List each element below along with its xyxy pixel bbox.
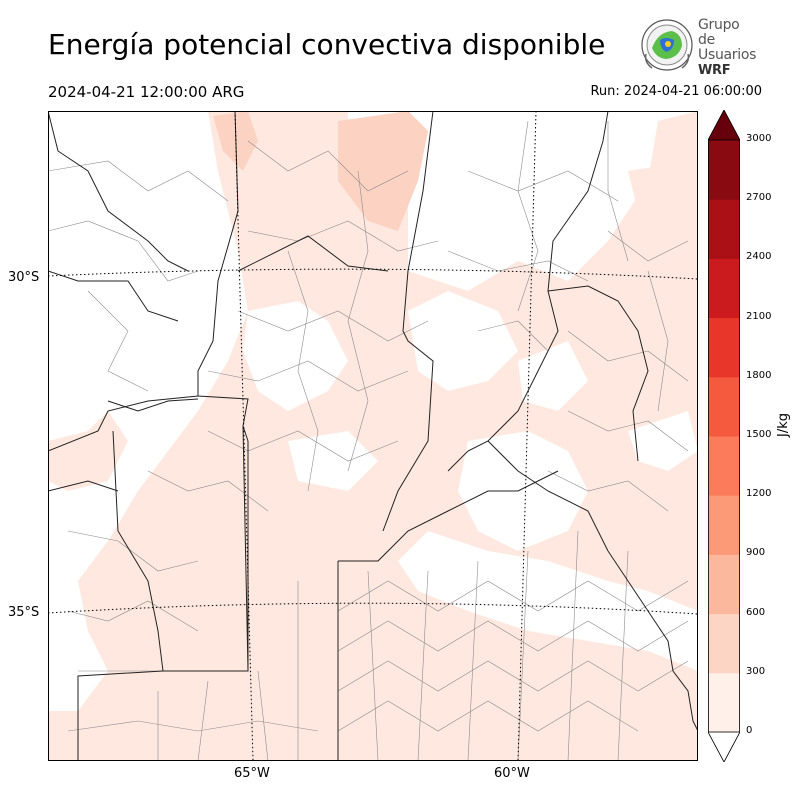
logo-line-1: Grupo de: [698, 17, 740, 48]
colorbar-tick-label: 3000: [746, 133, 772, 144]
colorbar-segment: [708, 436, 740, 496]
logo-line-3: WRF: [698, 63, 731, 78]
logo-text: Grupo de Usuarios WRF: [698, 17, 758, 79]
map-title: Energía potencial convectiva disponible: [48, 28, 606, 61]
colorbar-tick-label: 2700: [746, 192, 772, 204]
colorbar-segment: [708, 199, 740, 259]
colorbar-tick-label: 1500: [746, 429, 772, 440]
colorbar-segment: [708, 317, 740, 378]
colorbar-tick-label: 1800: [746, 369, 772, 381]
colorbar-tick-label: 2100: [746, 310, 772, 322]
colorbar-segment: [708, 258, 740, 319]
colorbar-tick-label: 900: [746, 547, 766, 559]
colorbar-segment: [708, 554, 740, 615]
province-boundaries: [48, 111, 649, 761]
colorbar-segment: [708, 613, 740, 674]
cape-field-gaps: [243, 291, 698, 671]
grupo-usuarios-wrf-logo: Grupo de Usuarios WRF: [638, 18, 758, 78]
colorbar-tick-label: 600: [746, 606, 766, 618]
run-time: Run: 2024-04-21 06:00:00: [590, 84, 762, 99]
colorbar-segment: [708, 495, 740, 555]
colorbar-tick-label: 300: [746, 665, 766, 677]
coastline: [487, 440, 698, 732]
colorbar-tick-label: 2400: [746, 251, 772, 263]
colorbar: [708, 110, 740, 762]
colorbar-under-triangle: [708, 731, 740, 762]
parallel-30s-line: [48, 268, 698, 280]
lon-label-65w: 65°W: [234, 766, 270, 781]
valid-time: 2024-04-21 12:00:00 ARG: [48, 83, 245, 101]
map-frame: [48, 111, 698, 761]
colorbar-segment: [708, 376, 740, 437]
meridian-60w-line: [517, 111, 537, 761]
cape-map: [48, 111, 698, 761]
meridian-65w-line: [234, 111, 254, 761]
colorbar-frame: [708, 139, 740, 733]
colorbar-unit: J/kg: [776, 413, 791, 437]
lon-label-60w: 60°W: [494, 766, 530, 781]
department-boundaries: [48, 120, 689, 761]
colorbar-over-triangle: [708, 110, 740, 141]
globe-logo-icon: [641, 19, 693, 71]
colorbar-tick-label: 0: [746, 725, 753, 736]
lat-label-35s: 35°S: [8, 605, 40, 620]
lat-label-30s: 30°S: [8, 270, 40, 285]
colorbar-tick-label: 1200: [746, 488, 772, 500]
graticule: [48, 111, 698, 761]
parallel-35s-line: [48, 602, 698, 615]
colorbar-segment: [708, 140, 740, 200]
colorbar-segment: [708, 672, 740, 733]
logo-line-2: Usuarios: [698, 47, 757, 63]
